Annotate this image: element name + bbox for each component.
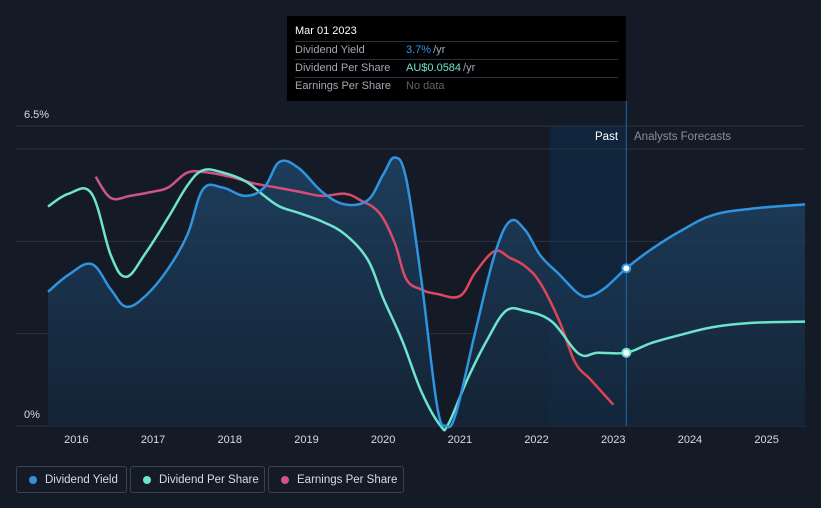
legend-label: Dividend Per Share [159,473,259,486]
x-tick-label: 2021 [448,434,472,446]
tooltip-label: Earnings Per Share [295,80,391,92]
dividend-per-share-line [47,168,806,432]
dividend-yield-marker [621,263,632,274]
past-label: Past [595,131,619,143]
y-axis-top-label: 6.5% [24,109,49,121]
x-tick-label: 2025 [754,434,778,446]
x-tick-label: 2018 [218,434,242,446]
earnings-per-share-line [94,169,615,406]
x-tick-label: 2017 [141,434,165,446]
tooltip-row-earnings-per-share: Earnings Per Share No data [295,78,618,95]
tooltip-value: 3.7% [406,44,432,56]
tooltip-row-dividend-per-share: Dividend Per Share AU$0.0584 /yr [295,60,618,78]
dividend-per-share-legend-dot [143,475,151,484]
x-tick-label: 2024 [678,434,702,446]
tooltip-row-dividend-yield: Dividend Yield 3.7% /yr [295,42,618,60]
legend-dividend-per-share[interactable]: Dividend Per Share [130,466,265,493]
x-tick-label: 2023 [601,434,625,446]
tooltip-value: AU$0.0584 [406,62,462,74]
tooltip-date: Mar 01 2023 [295,16,618,42]
x-tick-label: 2016 [64,434,88,446]
dividend-yield-area [48,157,805,428]
tooltip-unit: /yr [433,44,446,56]
legend-earnings-per-share[interactable]: Earnings Per Share [268,466,404,493]
dividend-per-share-marker [621,347,632,358]
dividend-yield-legend-dot [29,475,37,484]
legend-label: Dividend Yield [45,473,118,486]
tooltip-label: Dividend Per Share [295,62,391,74]
tooltip: Mar 01 2023 Dividend Yield 3.7% /yr Divi… [287,16,626,101]
earnings-per-share-legend-dot [281,475,289,484]
tooltip-value: No data [406,80,445,92]
dividend-yield-line [47,156,806,429]
x-tick-label: 2022 [524,434,548,446]
tooltip-unit: /yr [463,62,476,74]
x-tick-label: 2020 [371,434,395,446]
tooltip-label: Dividend Yield [295,44,365,56]
y-axis-bottom-label: 0% [24,409,40,421]
analysts-forecasts-label: Analysts Forecasts [634,131,732,143]
legend-dividend-yield[interactable]: Dividend Yield [16,466,127,493]
legend-label: Earnings Per Share [297,473,398,486]
x-tick-label: 2019 [294,434,318,446]
